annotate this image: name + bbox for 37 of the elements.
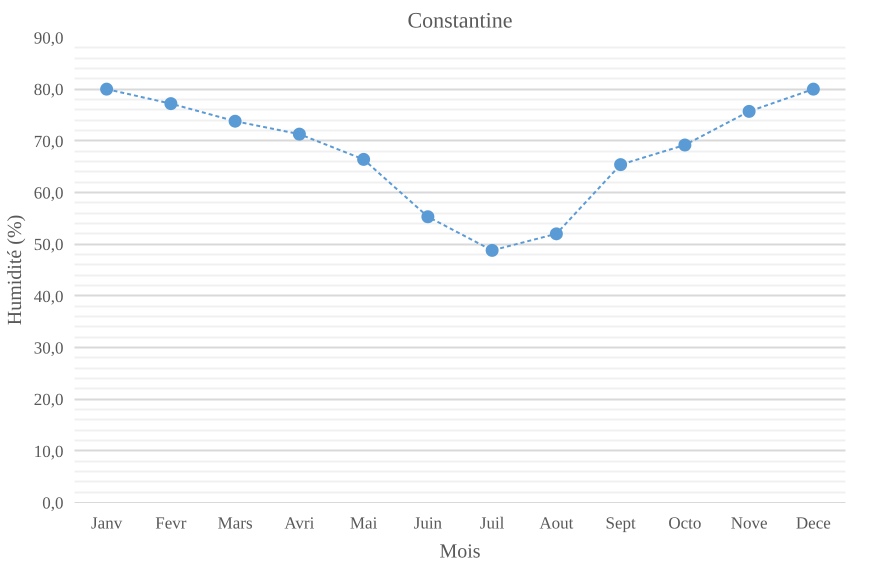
y-tick-label: 20,0 [34,390,64,410]
point [100,82,114,96]
x-tick-label: Sept [606,514,636,532]
point [228,114,242,128]
point [164,97,178,110]
point [550,227,563,240]
y-tick-label: 10,0 [34,442,64,461]
point [421,210,434,224]
y-tick-label: 70,0 [34,132,64,151]
point [614,158,628,172]
point [486,244,499,257]
y-tick-label: 30,0 [34,338,64,358]
x-tick-label: Octo [668,514,702,532]
x-tick-label: Fevr [155,514,187,532]
y-tick-label: 40,0 [34,286,64,306]
point [742,104,756,118]
y-tick-label: 50,0 [34,235,64,254]
point [806,82,820,96]
x-tick-label: Dece [796,514,831,532]
x-tick-label: Avri [284,514,315,532]
x-tick-label: Juil [480,514,505,532]
point [357,152,370,166]
point [292,128,306,141]
y-tick-label: 80,0 [34,80,64,100]
y-tick-label: 60,0 [34,184,64,202]
x-tick-label: Janv [91,514,123,532]
y-axis-title: Humidité (%) [4,214,26,326]
x-tick-label: Aout [539,514,574,532]
x-tick-label: Nove [730,514,768,532]
y-tick-label: 90,0 [34,28,64,48]
x-tick-label: Mars [218,514,253,532]
x-tick-label: Juin [414,514,443,532]
point [678,138,692,152]
x-axis-title: Mois [439,540,481,562]
y-tick-label: 0,0 [42,494,64,512]
chart-title: Constantine [407,8,513,32]
x-tick-label: Mai [350,514,378,532]
